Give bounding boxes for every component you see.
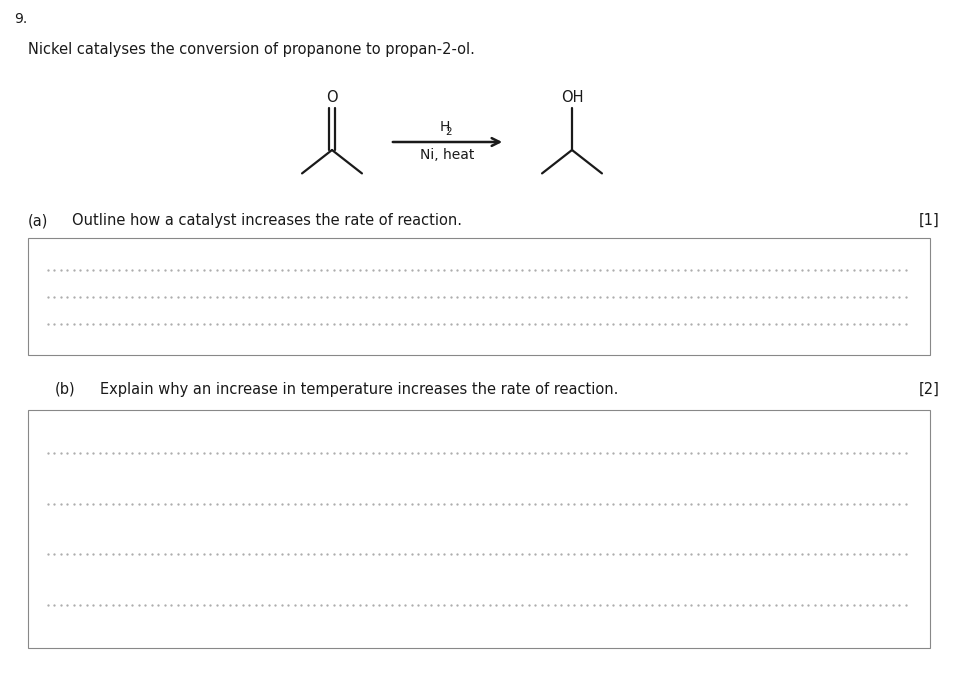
- Bar: [28, 238, 930, 355]
- Bar: [28, 410, 930, 648]
- Text: (b): (b): [55, 382, 76, 397]
- Text: [2]: [2]: [919, 382, 940, 397]
- Text: Ni, heat: Ni, heat: [421, 148, 474, 162]
- Text: [1]: [1]: [920, 213, 940, 228]
- Text: OH: OH: [560, 90, 583, 105]
- Text: Explain why an increase in temperature increases the rate of reaction.: Explain why an increase in temperature i…: [100, 382, 618, 397]
- Text: H: H: [440, 120, 450, 134]
- Text: Outline how a catalyst increases the rate of reaction.: Outline how a catalyst increases the rat…: [72, 213, 462, 228]
- Text: 2: 2: [445, 127, 452, 137]
- Text: 9.: 9.: [14, 12, 27, 26]
- Text: Nickel catalyses the conversion of propanone to propan-2-ol.: Nickel catalyses the conversion of propa…: [28, 42, 475, 57]
- Text: (a): (a): [28, 213, 48, 228]
- Text: O: O: [326, 90, 338, 105]
